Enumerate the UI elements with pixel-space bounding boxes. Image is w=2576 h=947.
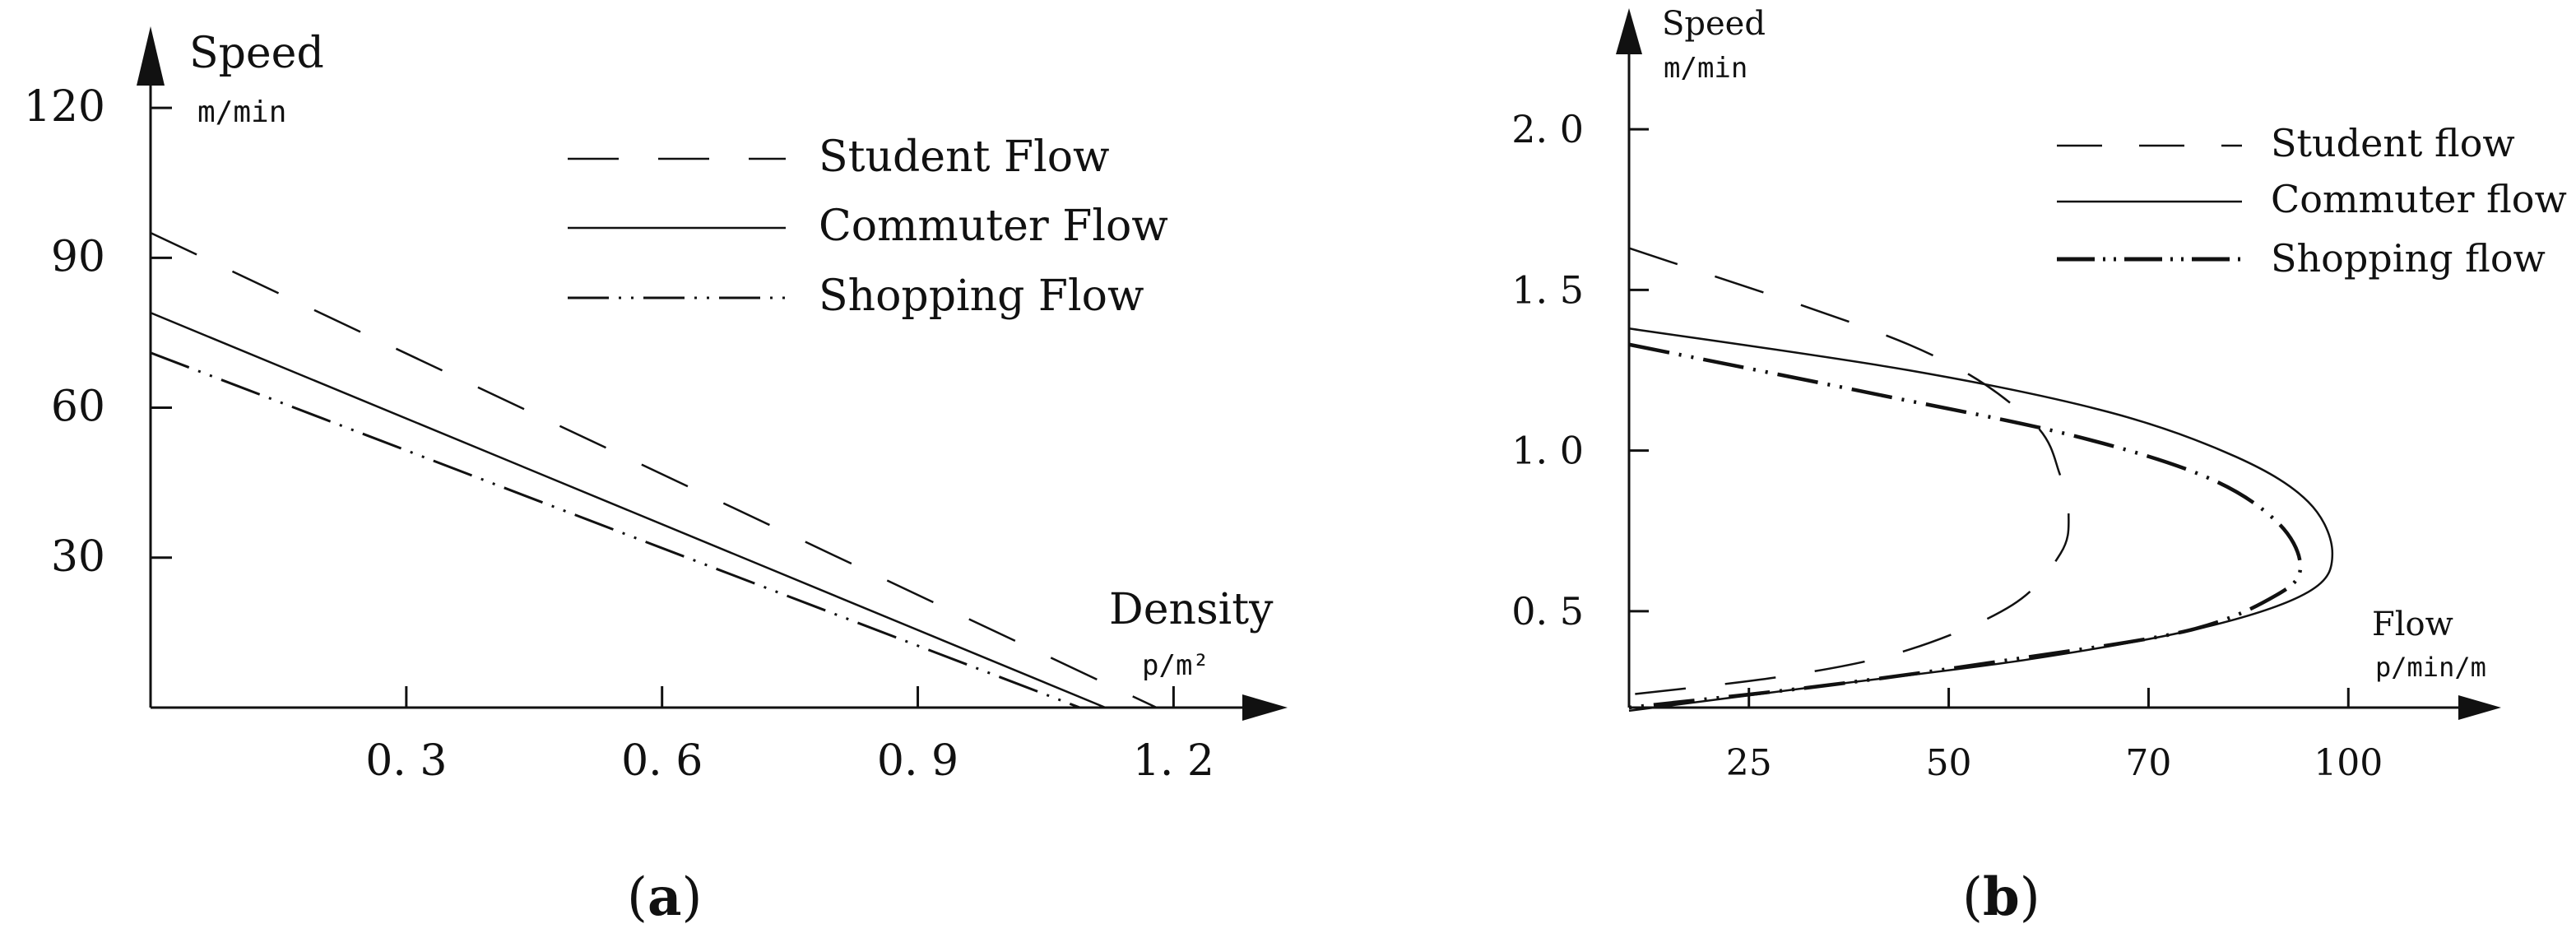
x-axis-unit-b: p/min/m [2375, 652, 2486, 683]
y-axis-unit-b: m/min [1664, 52, 1748, 85]
series-line-student-flow [1628, 247, 2070, 696]
x-axis-arrow-b [2458, 695, 2501, 720]
y-tick-label: 1. 0 [1511, 429, 1584, 473]
y-tick-label: 30 [51, 532, 105, 582]
y-tick-label: 1. 5 [1511, 267, 1584, 312]
series-line-student-flow [150, 231, 1158, 709]
x-axis-title-a: Density [1109, 585, 1274, 634]
x-tick-label: 70 [2125, 742, 2171, 784]
x-tick-label: 0. 9 [877, 736, 958, 786]
x-tick-label: 100 [2314, 742, 2383, 784]
legend-label-student-flow: Student Flow [819, 132, 1110, 182]
y-axis-arrow-b [1616, 8, 1642, 54]
series-group-b [1628, 247, 2334, 713]
chart-panel-a: Speed m/min Density p/m² 0. 3 0. 6 0. 9 1. … [24, 26, 1288, 928]
x-tick-label: 0. 3 [365, 736, 447, 786]
legend-label-shopping-flow-b: Shopping flow [2271, 236, 2546, 281]
x-axis-title-b: Flow [2372, 606, 2453, 643]
y-tick-label: 120 [24, 82, 105, 132]
y-tick-label: 90 [51, 232, 105, 281]
y-tick-label: 2. 0 [1511, 107, 1584, 151]
legend-label-shopping-flow: Shopping Flow [819, 272, 1144, 321]
x-tick-label: 50 [1926, 742, 1972, 784]
legend-label-commuter-flow-b: Commuter flow [2271, 177, 2567, 221]
y-axis-title-b: Speed [1662, 5, 1766, 43]
x-tick-label: 1. 2 [1133, 736, 1214, 786]
series-line-commuter-flow [1628, 327, 2334, 713]
ticks-a: 0. 3 0. 6 0. 9 1. 2 30 60 90 120 [24, 82, 1214, 786]
series-group-a [150, 231, 1158, 709]
y-axis-arrow-a [137, 26, 165, 86]
y-tick-label: 60 [51, 383, 105, 432]
legend-a: Student Flow Commuter Flow Shopping Flow [568, 132, 1168, 321]
series-line-shopping-flow [1628, 342, 2303, 710]
chart-panel-b: Speed m/min Flow p/min/m 25 50 70 100 0. 5 1.… [1511, 5, 2567, 928]
y-axis-title-a: Speed [189, 29, 324, 78]
x-axis-arrow-a [1242, 694, 1288, 721]
legend-label-student-flow-b: Student flow [2271, 121, 2515, 165]
y-tick-label: 0. 5 [1511, 589, 1584, 634]
legend-label-commuter-flow: Commuter Flow [819, 202, 1168, 251]
ticks-b: 25 50 70 100 0. 5 1. 0 1. 5 2. 0 [1511, 107, 2383, 784]
legend-b: Student flow Commuter flow Shopping flow [2057, 121, 2567, 281]
panel-caption-a: (a) [627, 866, 702, 928]
y-axis-unit-a: m/min [197, 95, 286, 129]
series-line-shopping-flow [150, 351, 1080, 709]
x-tick-label: 0. 6 [621, 736, 703, 786]
x-axis-unit-a: p/m² [1142, 649, 1209, 682]
series-line-commuter-flow [150, 311, 1106, 709]
x-tick-label: 25 [1726, 742, 1772, 784]
panel-caption-b: (b) [1962, 866, 2040, 928]
